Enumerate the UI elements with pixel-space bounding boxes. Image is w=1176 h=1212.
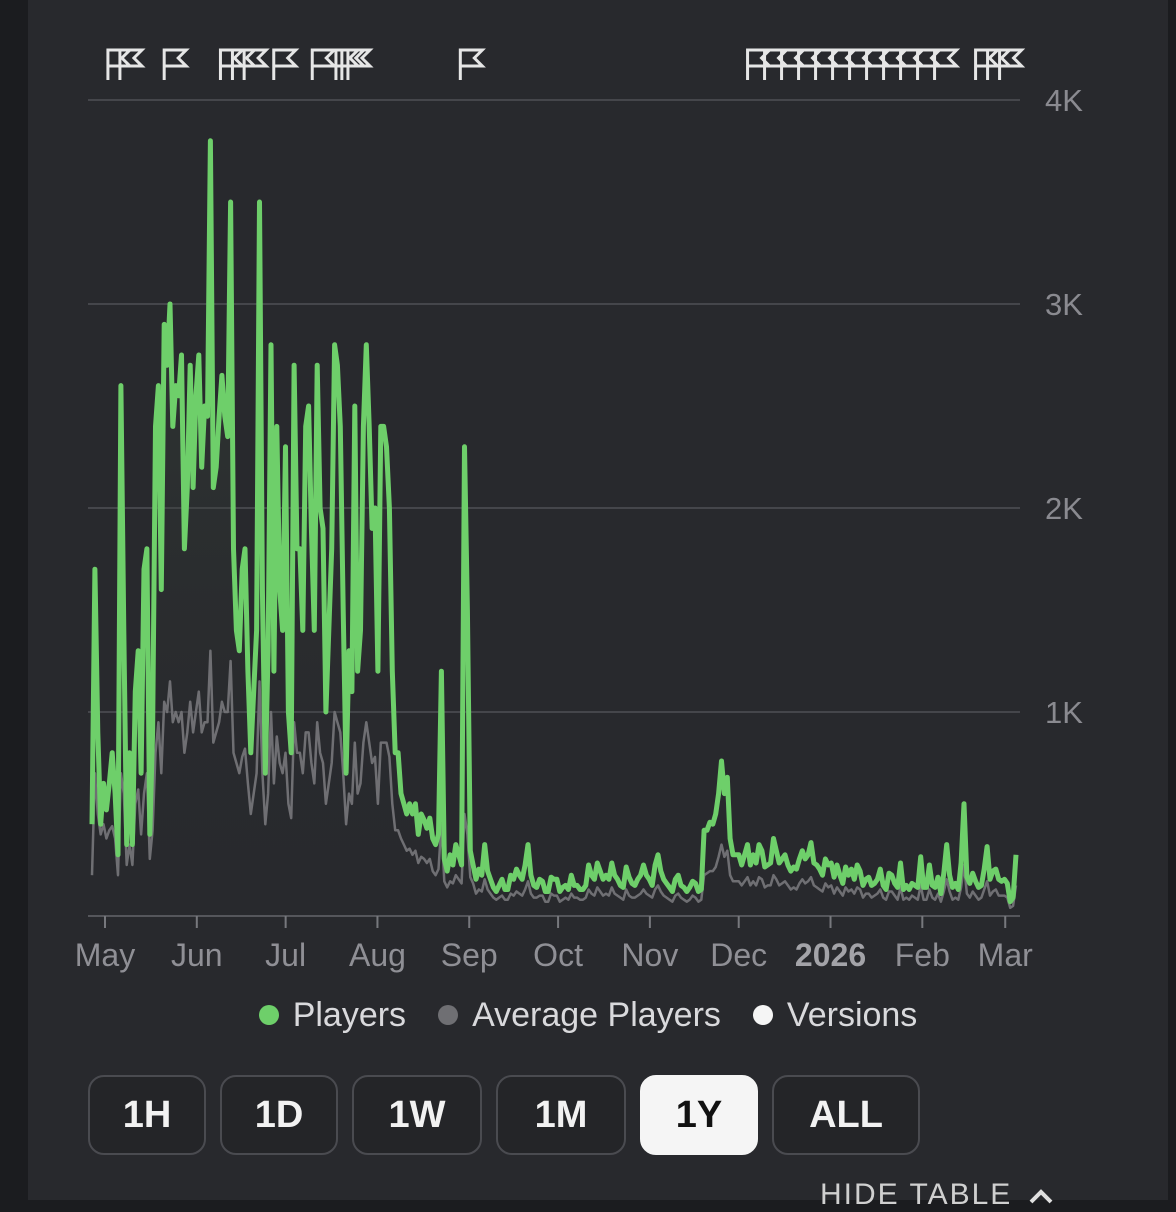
version-markers[interactable] [106, 48, 1026, 80]
legend-item-average-players[interactable]: Average Players [438, 996, 721, 1035]
player-count-chart[interactable]: 1K 2K 3K 4K May Jun Jul Aug Sep Oct Nov Dec 2026 Feb… [0, 0, 1176, 985]
legend-label-average-players: Average Players [472, 995, 721, 1034]
hide-table-label: HIDE TABLE [820, 1178, 1013, 1211]
version-flag[interactable] [346, 48, 374, 80]
chevron-up-icon [1028, 1178, 1054, 1212]
version-flag[interactable] [998, 48, 1026, 80]
version-flag[interactable] [458, 48, 486, 80]
legend: Players Average Players Versions [0, 990, 1176, 1040]
version-flag[interactable] [118, 48, 146, 80]
range-button-all[interactable]: ALL [772, 1075, 920, 1155]
range-button-1y[interactable]: 1Y [640, 1075, 758, 1155]
series-line-players[interactable] [89, 138, 1019, 905]
players-area [92, 140, 1016, 917]
legend-label-versions: Versions [786, 995, 918, 1034]
range-button-1w[interactable]: 1W [352, 1075, 482, 1155]
y-tick-label: 1K [1045, 695, 1083, 730]
y-tick-label: 4K [1045, 83, 1083, 118]
x-tick-label: Feb [895, 937, 950, 973]
legend-dot-versions [752, 1005, 773, 1025]
x-tick-label: Jul [265, 937, 306, 973]
y-tick-label: 3K [1045, 287, 1083, 322]
x-tick-label: May [75, 937, 135, 973]
legend-item-players[interactable]: Players [258, 995, 407, 1035]
version-flag[interactable] [162, 48, 190, 80]
version-flag[interactable] [310, 48, 338, 80]
x-tick-label: 2026 [795, 937, 866, 973]
x-tick-label: Dec [710, 937, 767, 973]
version-flag[interactable] [272, 48, 300, 80]
legend-dot-average-players [438, 1005, 459, 1025]
range-button-1m[interactable]: 1M [496, 1075, 626, 1155]
time-range-selector: 1H 1D 1W 1M 1Y ALL [88, 1075, 920, 1155]
version-flag[interactable] [242, 48, 270, 80]
x-tick-label: Oct [533, 937, 583, 973]
x-tick-label: Aug [349, 937, 406, 973]
hide-table-toggle[interactable]: HIDE TABLE [820, 1178, 1054, 1212]
x-axis: May Jun Jul Aug Sep Oct Nov Dec 2026 Feb Mar [75, 916, 1033, 973]
y-axis: 1K 2K 3K 4K [1045, 83, 1083, 730]
y-tick-label: 2K [1045, 491, 1083, 526]
legend-label-players: Players [292, 995, 407, 1034]
range-button-1d[interactable]: 1D [220, 1075, 338, 1155]
series-line-average-players[interactable] [90, 649, 1018, 910]
version-flag[interactable] [340, 48, 368, 80]
legend-dot-players [258, 1005, 279, 1025]
range-button-1h[interactable]: 1H [88, 1075, 206, 1155]
x-tick-label: Mar [978, 937, 1033, 973]
series-layer [89, 138, 1019, 917]
x-tick-label: Sep [441, 937, 498, 973]
version-flag[interactable] [933, 48, 961, 80]
legend-item-versions[interactable]: Versions [752, 995, 918, 1035]
x-tick-label: Nov [621, 937, 678, 973]
x-tick-label: Jun [171, 937, 223, 973]
